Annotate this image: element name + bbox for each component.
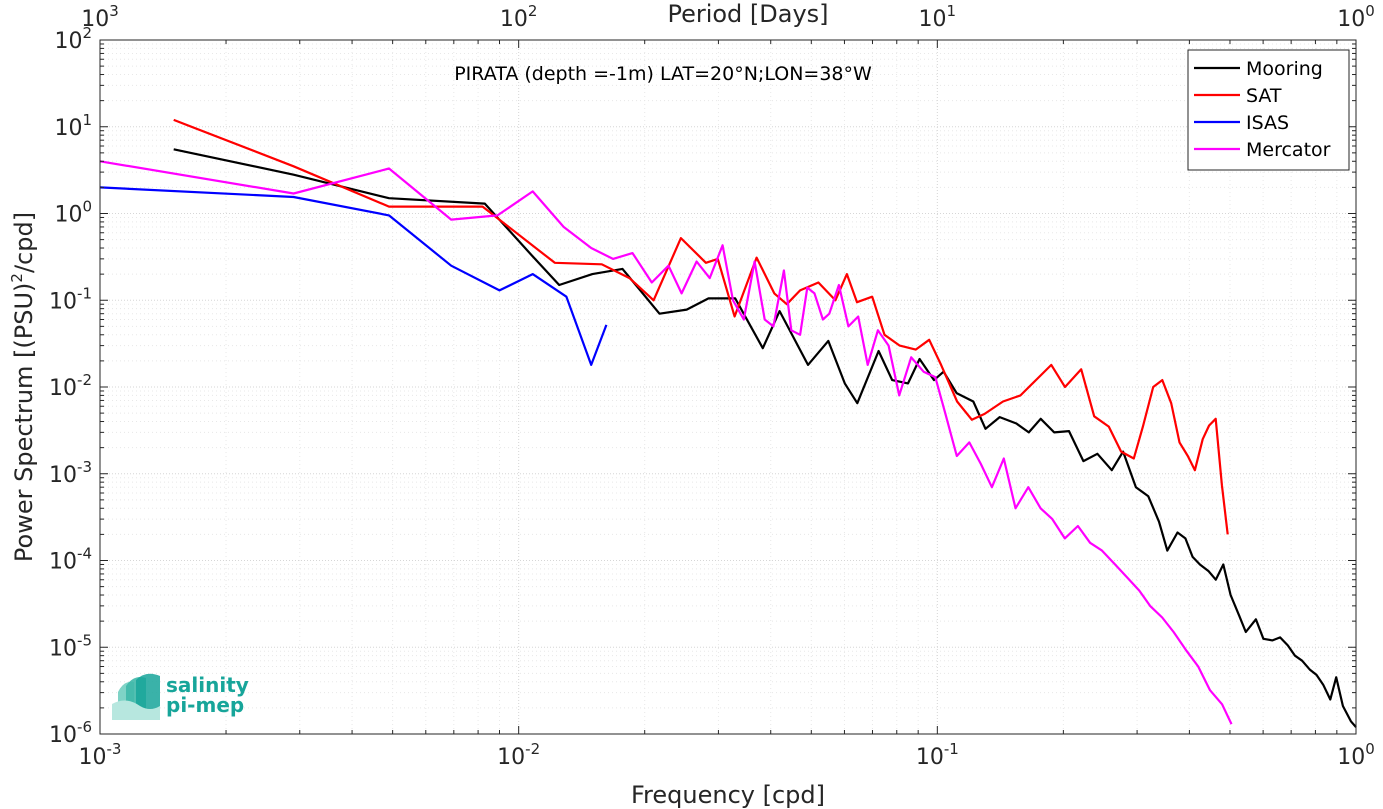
chart-title: PIRATA (depth =-1m) LAT=20°N;LON=38°W: [454, 63, 872, 85]
top-x-tick-label: 100: [1337, 2, 1375, 32]
legend-label-mooring: Mooring: [1246, 58, 1323, 80]
series-line-sat: [173, 118, 1229, 535]
salinity-pi-mep-logo: salinity pi-mep: [112, 673, 249, 720]
y-tick-label: 101: [54, 111, 92, 141]
y-axis-label: Power Spectrum [(PSU)2/cpd]: [8, 212, 38, 562]
y-tick-label: 102: [54, 24, 92, 54]
series-line-isas: [99, 186, 608, 366]
legend: Mooring SAT ISAS Mercator: [1187, 49, 1350, 171]
logo-line1: salinity: [166, 673, 249, 697]
top-x-tick-label: 102: [500, 2, 538, 32]
y-tick-label: 100: [54, 198, 92, 228]
y-tick-label: 10-2: [49, 371, 92, 401]
series-lines: [99, 118, 1357, 728]
series-line-mercator: [99, 160, 1233, 725]
y-tick-label: 10-3: [49, 458, 92, 488]
top-x-axis-label: Period [Days]: [667, 0, 828, 28]
y-tick-label: 10-1: [49, 284, 92, 314]
grid: [99, 40, 1356, 735]
x-axis-label: Frequency [cpd]: [631, 781, 825, 809]
x-tick-label: 10-1: [916, 740, 959, 770]
y-tick-label: 10-4: [49, 545, 92, 575]
legend-label-isas: ISAS: [1246, 112, 1289, 134]
logo-line2: pi-mep: [166, 693, 244, 717]
legend-label-mercator: Mercator: [1246, 139, 1331, 161]
y-tick-label: 10-5: [49, 631, 92, 661]
x-tick-label: 10-3: [79, 740, 122, 770]
y-tick-label: 10-6: [49, 718, 92, 748]
top-x-tick-label: 103: [81, 2, 119, 32]
logo-wave-icon: [112, 673, 160, 720]
x-tick-label: 100: [1337, 740, 1375, 770]
x-tick-label: 10-2: [497, 740, 540, 770]
legend-label-sat: SAT: [1246, 85, 1282, 107]
series-line-mooring: [173, 148, 1357, 728]
top-x-tick-label: 101: [919, 2, 957, 32]
